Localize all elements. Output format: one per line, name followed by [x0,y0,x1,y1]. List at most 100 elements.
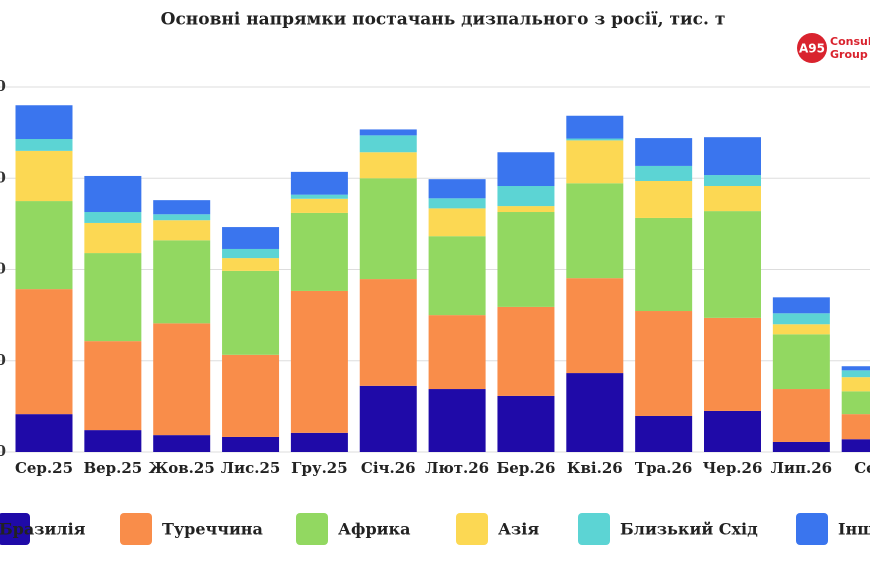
bar-segment [222,258,280,271]
x-tick-label: Лют.26 [425,459,489,477]
bar-segment [15,139,73,151]
bar-segment [841,370,870,378]
bar-segment [497,186,555,207]
logo-text: Group [830,48,868,61]
bar-segment [635,138,693,166]
bar-segment [84,253,142,342]
bar-segment [704,317,761,411]
bar-segment [635,217,693,312]
bar-segment [222,270,280,355]
bar-segment [359,129,417,136]
legend-label: Африка [338,520,410,539]
bar-segment [222,248,280,259]
bar-segment [84,222,142,254]
bar-segment [497,306,555,396]
bar-segment [359,385,417,452]
bar-segment [635,311,693,416]
bar-segment [566,138,624,141]
bar-segment [153,323,211,436]
legend-swatch [296,513,328,545]
bar-segment [704,211,761,318]
bar-segment [428,179,486,199]
legend-label: Інш [838,520,870,539]
bar-segment [359,152,417,179]
x-tick-label: Бер.26 [496,459,555,477]
bar-segment [772,441,830,452]
bar-segment [772,313,830,325]
bar-segment [635,415,693,452]
legend-swatch [578,513,610,545]
bar-segment [428,198,486,209]
bar-segment [772,389,830,442]
bar-segment [704,137,761,176]
bar-segment [15,289,73,415]
bar-segment [841,439,870,452]
bar-segment [841,377,870,392]
legend-label: Близький Схід [620,520,758,539]
legend-label: Бразилія [0,520,86,539]
bar-segment [222,354,280,437]
bar-segment [84,430,142,452]
x-tick-label: Сер.25 [15,459,73,477]
bar-segment [428,208,486,237]
bar-segment [84,175,142,213]
x-tick-label: Сер [854,459,870,477]
bar-segment [290,432,348,452]
bar-segment [15,150,73,202]
chart-title: Основні напрямки постачань дизпального з… [161,10,726,30]
y-tick-label: 0 [0,442,6,460]
bar-segment [153,200,211,215]
x-tick-label: Жов.25 [149,459,215,477]
legend-label: Туреччина [162,520,263,539]
logo-badge [797,33,827,63]
bar-segment [84,212,142,223]
bar-segment [15,201,73,290]
bar-segment [841,366,870,371]
legend-swatch [456,513,488,545]
x-tick-label: Кві.26 [567,459,623,477]
y-tick-label: 800 [0,77,6,95]
bar-segment [566,278,624,374]
legend-label: Азія [498,520,539,539]
bar-segment [428,389,486,452]
bar-segment [84,341,142,431]
x-tick-label: Гру.25 [291,459,348,477]
bar-segment [359,135,417,153]
bar-segment [704,186,761,212]
bar-segment [704,410,761,452]
bar-segment [153,220,211,241]
legend-swatch [796,513,828,545]
bar-segment [290,198,348,213]
x-tick-label: Тра.26 [635,459,692,477]
bar-segment [497,212,555,307]
x-tick-label: Січ.26 [361,459,416,477]
bar-segment [359,279,417,386]
bar-segment [15,105,73,140]
logo-text: Consul [830,35,870,48]
bar-segment [566,115,624,139]
bar-segment [841,414,870,440]
x-tick-label: Вер.25 [83,459,142,477]
bar-segment [290,194,348,199]
bar-segment [153,214,211,221]
bar-segment [222,436,280,452]
bar-segment [428,236,486,316]
x-tick-label: Лип.26 [771,459,832,477]
bar-segment [153,240,211,324]
bar-segment [566,140,624,184]
bar-segment [566,183,624,279]
bar-segment [153,435,211,452]
x-tick-label: Чер.26 [703,459,763,477]
bar-segment [772,334,830,390]
bar-segment [772,297,830,314]
bar-segment [497,152,555,187]
y-tick-label: 200 [0,351,6,369]
bar-segment [290,212,348,291]
logo-mark: A95 [799,42,825,56]
bar-segment [290,171,348,195]
bar-segment [15,414,73,452]
x-tick-label: Лис.25 [221,459,281,477]
bar-segment [841,391,870,415]
